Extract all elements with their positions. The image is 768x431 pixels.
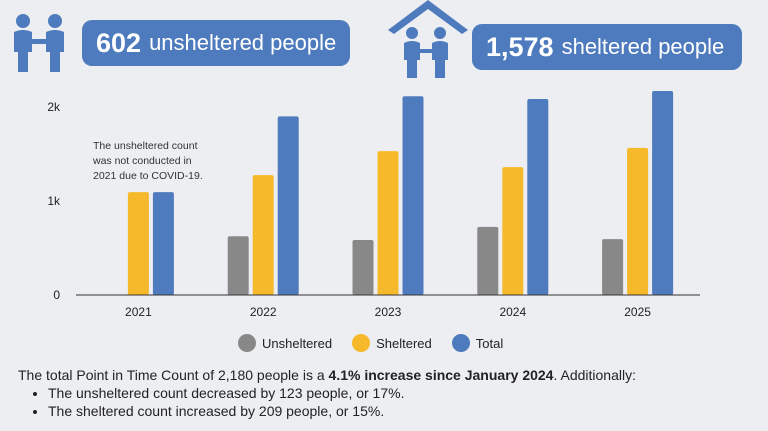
summary-bullets: The unsheltered count decreased by 123 p…	[18, 384, 758, 420]
legend-item-unsheltered: Unsheltered	[238, 334, 332, 352]
summary: The total Point in Time Count of 2,180 p…	[18, 366, 758, 420]
house-people-icon	[388, 0, 468, 78]
x-axis: 2021 2022 2023 2024 2025	[125, 305, 651, 319]
legend-label-total: Total	[475, 335, 504, 351]
bar-sheltered-2025	[627, 147, 649, 295]
legend-item-sheltered: Sheltered	[352, 334, 432, 352]
bar-total-2024	[527, 99, 549, 295]
bar-unsheltered-2025	[602, 239, 624, 295]
summary-bullet-unsheltered: The unsheltered count decreased by 123 p…	[48, 384, 758, 402]
summary-intro: The total Point in Time Count of 2,180 p…	[18, 366, 758, 384]
summary-intro-highlight: 4.1% increase since January 2024	[328, 367, 554, 383]
bar-unsheltered-2024	[477, 226, 499, 295]
summary-intro-prefix: The total Point in Time Count of 2,180 p…	[18, 367, 329, 383]
bar-total-2022	[277, 116, 299, 296]
bar-sheltered-2022	[252, 175, 274, 295]
unsheltered-badge: 602 unsheltered people	[82, 20, 350, 66]
bar-unsheltered-2023	[352, 240, 374, 295]
legend: Unsheltered Sheltered Total	[238, 334, 523, 352]
x-tick-label-2022: 2022	[250, 305, 277, 319]
sheltered-badge: 1,578 sheltered people	[472, 24, 742, 70]
x-tick-label-2024: 2024	[499, 305, 526, 319]
y-tick-label-2: 2k	[47, 100, 61, 114]
legend-swatch-unsheltered	[238, 334, 256, 352]
people-icon	[14, 14, 64, 72]
y-axis: 0 1k 2k	[47, 100, 61, 302]
y-tick-label-0: 0	[53, 288, 60, 302]
legend-label-sheltered: Sheltered	[376, 335, 432, 351]
legend-swatch-total	[451, 334, 470, 352]
bar-chart: 0 1k 2k 2021 2022 2023 2024 2025 The unshelter…	[47, 91, 700, 319]
summary-intro-suffix: . Additionally:	[553, 367, 636, 383]
bar-total-2025	[652, 91, 674, 296]
bar-total-2023	[402, 96, 424, 295]
legend-swatch-sheltered	[352, 334, 371, 352]
legend-item-total: Total	[451, 334, 504, 352]
legend-label-unsheltered: Unsheltered	[262, 335, 333, 351]
sheltered-label: sheltered people	[561, 34, 725, 59]
bars	[127, 91, 674, 296]
summary-bullet-sheltered: The sheltered count increased by 209 peo…	[48, 402, 758, 420]
bar-sheltered-2024	[502, 167, 524, 295]
bar-unsheltered-2022	[227, 236, 249, 295]
x-tick-label-2025: 2025	[624, 305, 651, 319]
x-tick-label-2021: 2021	[125, 305, 152, 319]
unsheltered-label: unsheltered people	[149, 30, 337, 55]
unsheltered-count: 602	[96, 27, 142, 58]
bar-total-2021	[152, 192, 174, 295]
bar-sheltered-2021	[127, 192, 149, 295]
x-tick-label-2023: 2023	[375, 305, 402, 319]
chart-annotation: The unsheltered count was not conducted i…	[92, 140, 203, 182]
y-tick-label-1: 1k	[47, 194, 61, 208]
sheltered-count: 1,578	[486, 31, 554, 62]
bar-sheltered-2023	[377, 151, 399, 295]
